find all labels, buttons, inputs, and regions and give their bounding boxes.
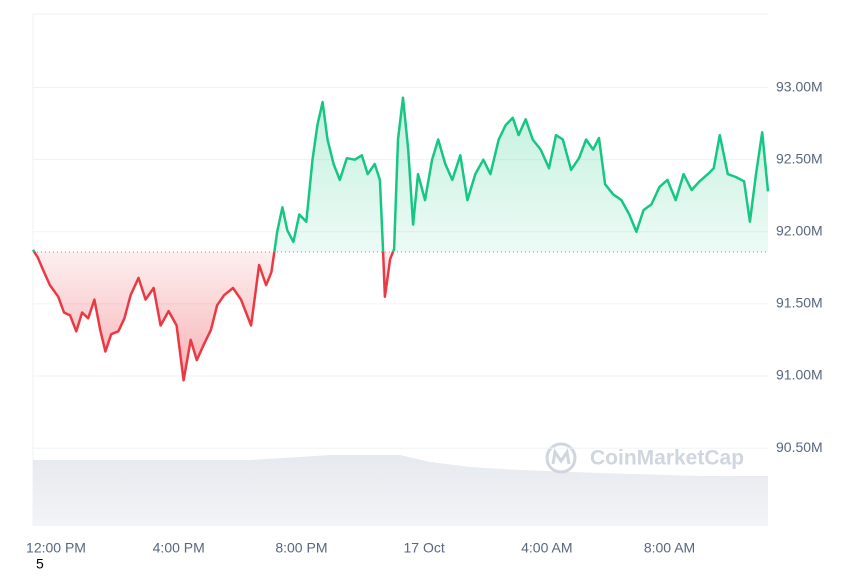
y-tick-label: 91.50M <box>776 295 823 311</box>
watermark-text: CoinMarketCap <box>590 447 744 470</box>
y-tick-label: 92.50M <box>776 150 823 166</box>
y-tick-label: 93.00M <box>776 78 823 94</box>
y-tick-label: 92.00M <box>776 222 823 238</box>
x-tick-label: 8:00 PM <box>275 540 327 556</box>
area <box>33 97 768 381</box>
note: 5 <box>36 556 44 572</box>
price-line <box>31 96 770 382</box>
x-tick-label: 12:00 PM <box>26 540 86 556</box>
x-tick-label: 8:00 AM <box>644 540 695 556</box>
y-tick-label: 90.50M <box>776 439 823 455</box>
x-tick-label: 17 Oct <box>403 540 444 556</box>
watermark: CoinMarketCap <box>545 442 744 474</box>
volume-area <box>33 455 768 526</box>
x-tick-label: 4:00 AM <box>521 540 572 556</box>
y-tick-label: 91.00M <box>776 367 823 383</box>
x-tick-label: 4:00 PM <box>153 540 205 556</box>
